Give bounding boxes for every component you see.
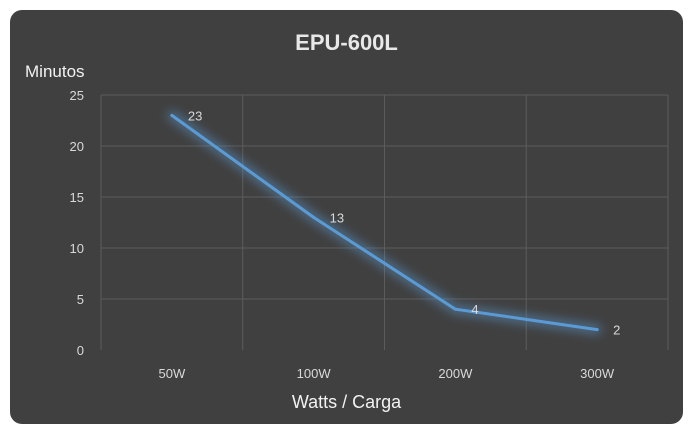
x-tick-label: 50W xyxy=(159,366,186,381)
data-label: 13 xyxy=(330,210,344,225)
x-tick-label: 300W xyxy=(580,366,615,381)
tick-labels: 0 5 10 15 20 25 50W 100W 200W 300W xyxy=(70,88,615,381)
data-point xyxy=(595,328,599,332)
data-point xyxy=(312,215,316,219)
x-tick-label: 100W xyxy=(297,366,332,381)
data-label: 2 xyxy=(613,323,620,338)
data-point xyxy=(170,113,174,117)
y-tick-label: 5 xyxy=(77,292,84,307)
x-axis-label: Watts / Carga xyxy=(291,392,402,412)
series xyxy=(167,110,602,335)
grid xyxy=(100,94,669,350)
x-tick-label: 200W xyxy=(438,366,473,381)
data-labels: 23 13 4 2 xyxy=(188,108,620,337)
y-tick-label: 25 xyxy=(70,88,84,103)
series-line xyxy=(170,113,599,332)
y-tick-label: 10 xyxy=(70,241,84,256)
chart-title: EPU-600L xyxy=(295,30,398,55)
chart-card xyxy=(10,10,683,424)
y-tick-label: 15 xyxy=(70,190,84,205)
data-point xyxy=(453,307,457,311)
y-tick-label: 20 xyxy=(70,139,84,154)
data-label: 23 xyxy=(188,108,202,123)
y-tick-label: 0 xyxy=(77,343,84,358)
y-axis-label: Minutos xyxy=(25,62,85,81)
data-label: 4 xyxy=(471,302,478,317)
